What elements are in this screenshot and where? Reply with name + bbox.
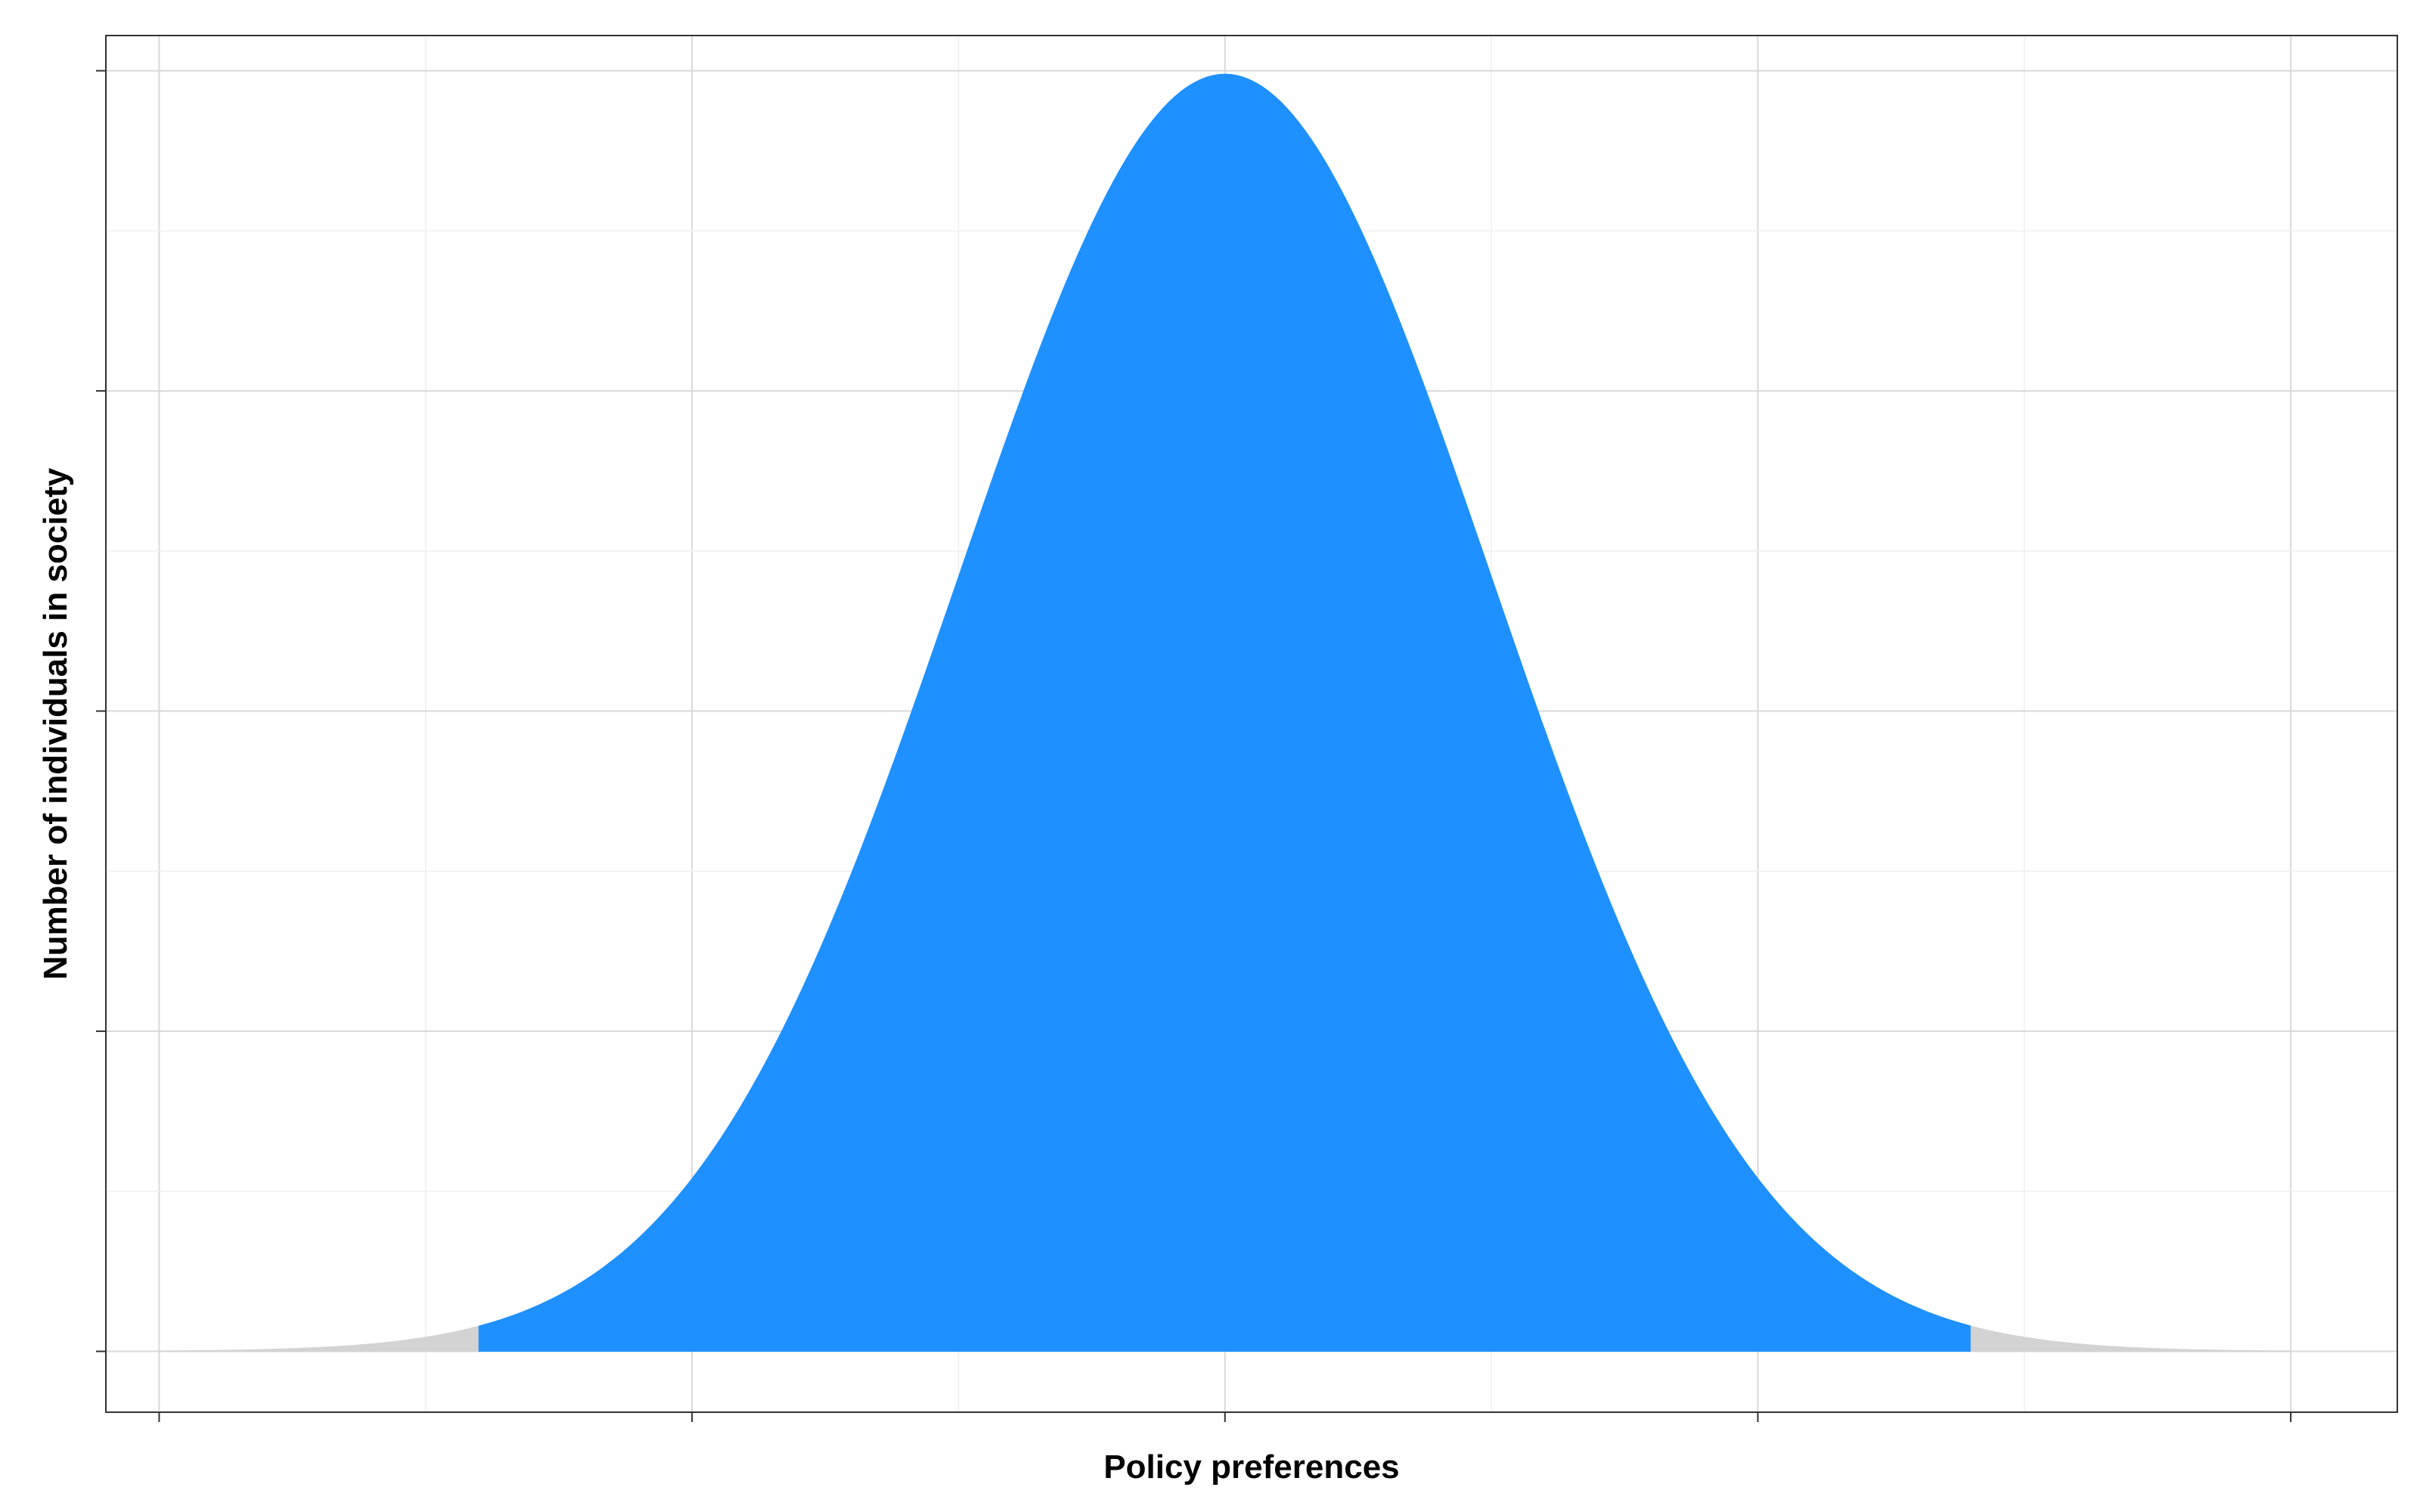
- density-areas: [158, 73, 2291, 1352]
- right-tail-area: [1970, 1325, 2291, 1352]
- x-axis-title: Policy preferences: [1103, 1448, 1399, 1486]
- axis-ticks: [96, 70, 2292, 1422]
- panel-border: [105, 35, 2398, 1413]
- y-axis-title: Number of individuals in society: [37, 467, 74, 980]
- center-area: [478, 73, 1972, 1352]
- left-tail-area: [158, 1325, 479, 1352]
